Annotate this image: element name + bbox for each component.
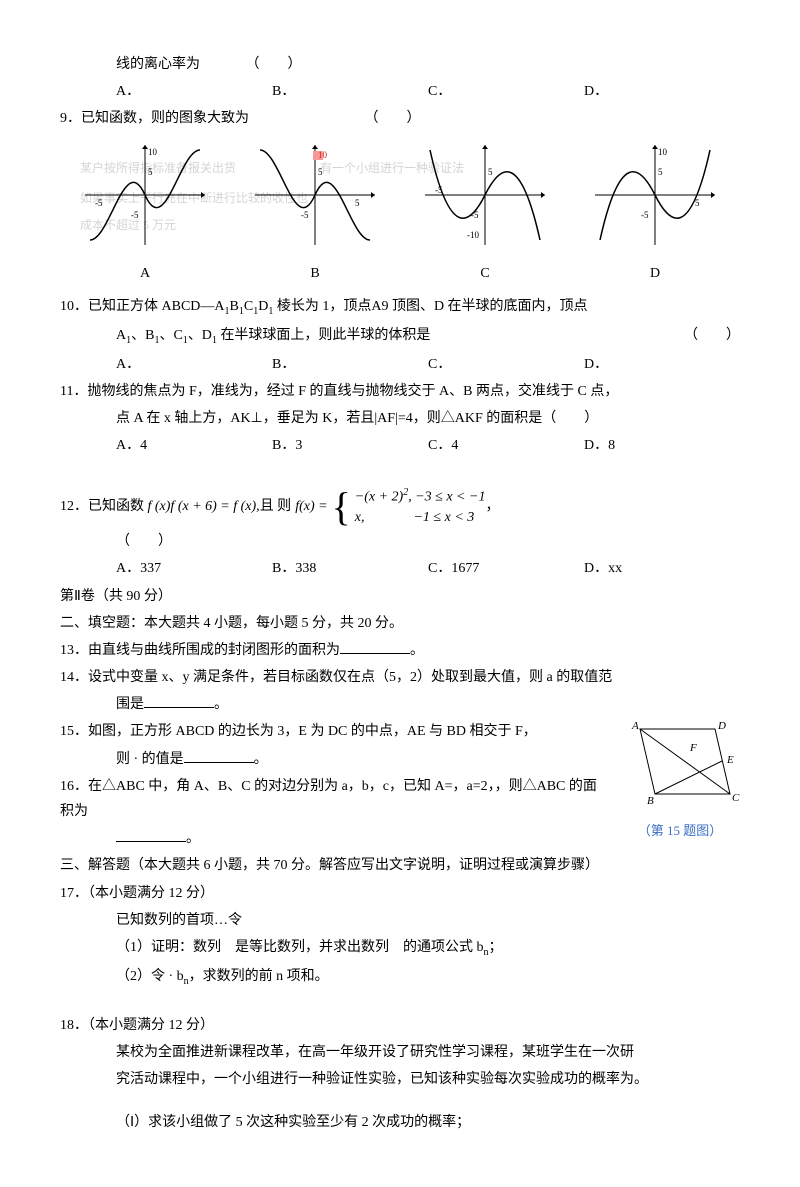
blank — [340, 639, 410, 654]
q17-l1: 已知数列的首项…令 — [60, 908, 740, 933]
q18-l1: 某校为全面推进新课程改革，在高一年级开设了研究性学习课程，某班学生在一次研 — [60, 1040, 740, 1065]
q12-formula-fx: f(x) = — [295, 494, 327, 519]
graph-d-label: D — [585, 261, 725, 286]
blank — [184, 748, 254, 763]
svg-text:5: 5 — [658, 167, 663, 177]
q8-choice-b: B． — [272, 79, 428, 104]
q11-choices: A．4 B．3 C．4 D．8 — [60, 433, 740, 458]
part2-title: 第Ⅱ卷（共 90 分） — [60, 584, 740, 609]
q15-caption: （第 15 题图） — [620, 819, 740, 842]
svg-text:5: 5 — [488, 167, 493, 177]
svg-text:-5: -5 — [301, 210, 309, 220]
q10-choice-c: C． — [428, 352, 584, 377]
q12-cases: { −(x + 2)2, −3 ≤ x < −1 x,−1 ≤ x < 3 — [332, 486, 486, 527]
svg-text:B: B — [647, 795, 654, 807]
q10-paren: （ ） — [684, 323, 740, 348]
q11-line1: 11．抛物线的焦点为 F，准线为，经过 F 的直线与抛物线交于 A、B 两点，交… — [60, 379, 740, 404]
q8-tail: 线的离心率为 （ ） — [60, 52, 740, 77]
svg-text:10: 10 — [148, 147, 158, 157]
graph-a-label: A — [75, 261, 215, 286]
q8-choice-a: A． — [116, 79, 272, 104]
q12-choice-c: C．1677 — [428, 556, 584, 581]
q8-choice-c: C． — [428, 79, 584, 104]
q18-l2: 究活动课程中，一个小组进行一种验证性实验，已知该种实验每次实验成功的概率为。 — [60, 1067, 740, 1092]
q11-choice-c: C．4 — [428, 433, 584, 458]
graph-b-svg: 10 5 -5 5 — [245, 140, 385, 250]
q10-choice-b: B． — [272, 352, 428, 377]
q12-formula-1: f (x)f (x + 6) = f (x), — [144, 494, 260, 519]
svg-text:C: C — [732, 792, 740, 804]
graph-d: 10 5 -5 5 D — [585, 140, 725, 286]
q8-text: 线的离心率为 — [116, 57, 200, 72]
q15-figure: A D B C E F （第 15 题图） — [620, 719, 740, 842]
q8-paren: （ ） — [246, 57, 302, 72]
graph-c-label: C — [415, 261, 555, 286]
graph-b-label: B — [245, 261, 385, 286]
q17-l2: （1）证明：数列 是等比数列，并求出数列 的通项公式 bn； — [60, 935, 740, 962]
q9-text: 9．已知函数，则的图象大致为 （ ） — [60, 106, 740, 131]
q12-choice-a: A．337 — [116, 556, 272, 581]
svg-text:5: 5 — [695, 198, 700, 208]
svg-text:10: 10 — [318, 150, 328, 160]
q12-choice-d: D．xx — [584, 556, 740, 581]
svg-text:5: 5 — [355, 198, 360, 208]
q11-line2: 点 A 在 x 轴上方，AK⊥，垂足为 K，若且|AF|=4，则△AKF 的面积… — [60, 406, 740, 431]
svg-text:10: 10 — [658, 147, 668, 157]
q11-choice-b: B．3 — [272, 433, 428, 458]
svg-text:-5: -5 — [131, 210, 139, 220]
svg-text:-5: -5 — [95, 198, 103, 208]
blank — [116, 827, 186, 842]
q11-choice-d: D．8 — [584, 433, 740, 458]
q12-choice-b: B．338 — [272, 556, 428, 581]
svg-text:-5: -5 — [641, 210, 649, 220]
section3-title: 三、解答题（本大题共 6 小题，共 70 分。解答应写出文字说明，证明过程或演算… — [60, 853, 740, 878]
q10-choice-a: A． — [116, 352, 272, 377]
q10-choice-d: D． — [584, 352, 740, 377]
q18-head: 18．（本小题满分 12 分） — [60, 1013, 740, 1038]
graph-c-svg: 5 -5 -10 -5 — [415, 140, 555, 250]
q9-paren: （ ） — [365, 111, 421, 126]
blank — [144, 693, 214, 708]
svg-text:5: 5 — [148, 167, 153, 177]
q9-graphs: 某户按所得指标准备报关出货 有一个小组进行一种验证法 如果事实上干行充在中断进行… — [60, 140, 740, 286]
brace-icon: { — [332, 487, 351, 527]
q11-choice-a: A．4 — [116, 433, 272, 458]
svg-text:F: F — [689, 742, 697, 754]
q17-head: 17．（本小题满分 12 分） — [60, 881, 740, 906]
q8-choices: A． B． C． D． — [60, 79, 740, 104]
q12-paren: （ ） — [60, 529, 740, 554]
q12-choices: A．337 B．338 C．1677 D．xx — [60, 556, 740, 581]
q15-svg: A D B C E F — [620, 719, 740, 809]
svg-text:E: E — [726, 754, 734, 766]
svg-text:A: A — [631, 720, 639, 732]
graph-b: 10 5 -5 5 B — [245, 140, 385, 286]
q8-choice-d: D． — [584, 79, 740, 104]
q10-line1: 10．已知正方体 ABCD—A1B1C1D1 棱长为 1，顶点A9 顶图、D 在… — [60, 294, 740, 321]
graph-d-svg: 10 5 -5 5 — [585, 140, 725, 250]
q12-line: 12．已知函数 f (x)f (x + 6) = f (x), 且 则 f(x)… — [60, 486, 740, 527]
q14-l2: 围是。 — [60, 692, 740, 717]
section2-title: 二、填空题：本大题共 4 小题，每小题 5 分，共 20 分。 — [60, 611, 740, 636]
svg-text:D: D — [717, 720, 726, 732]
q10-choices: A． B． C． D． — [60, 352, 740, 377]
graph-a-svg: 10 5 -5 -5 — [75, 140, 215, 250]
svg-text:5: 5 — [318, 167, 323, 177]
q17-l3: （2）令 · bn，求数列的前 n 项和。 — [60, 964, 740, 991]
q13: 13．由直线与曲线所围成的封闭图形的面积为。 — [60, 638, 740, 663]
graph-c: 5 -5 -10 -5 C — [415, 140, 555, 286]
q14-l1: 14．设式中变量 x、y 满足条件，若目标函数仅在点（5，2）处取到最大值，则 … — [60, 665, 740, 690]
graph-a: 10 5 -5 -5 A — [75, 140, 215, 286]
svg-text:-10: -10 — [467, 230, 479, 240]
q10-line2: A1、B1、C1、D1 在半球球面上，则此半球的体积是 （ ） — [60, 323, 740, 350]
